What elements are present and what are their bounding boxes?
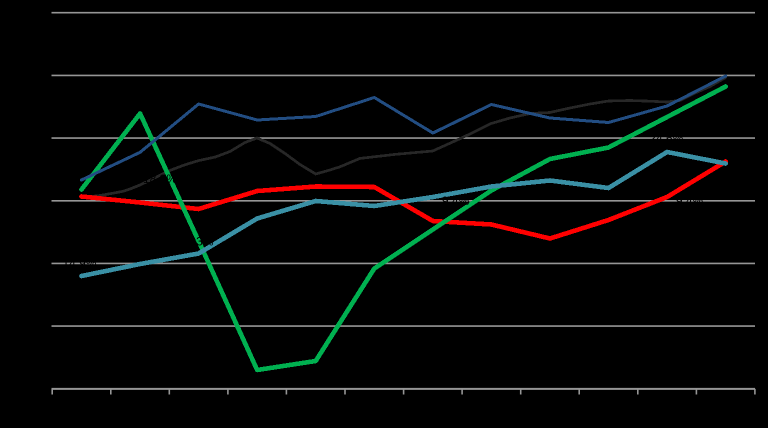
svg-text:18.3%: 18.3% <box>179 235 213 249</box>
svg-text:18.3%: 18.3% <box>143 172 177 186</box>
svg-text:24.6%: 24.6% <box>649 131 683 145</box>
svg-text:9.4%: 9.4% <box>442 194 470 208</box>
svg-text:9.4%: 9.4% <box>676 194 704 208</box>
svg-text:14.9%: 14.9% <box>62 257 96 271</box>
